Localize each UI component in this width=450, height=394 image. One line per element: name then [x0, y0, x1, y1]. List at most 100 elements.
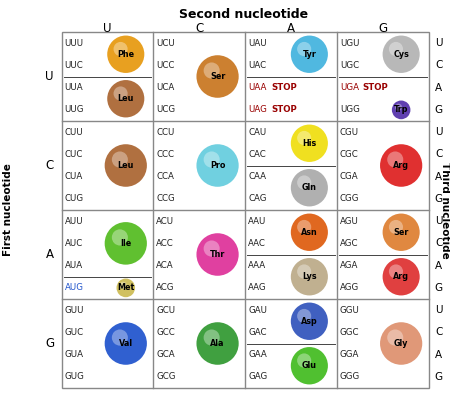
Circle shape — [291, 347, 328, 385]
Circle shape — [382, 35, 420, 73]
Text: Lys: Lys — [302, 272, 317, 281]
Circle shape — [382, 258, 420, 296]
Text: GUA: GUA — [64, 350, 84, 359]
Text: GGC: GGC — [340, 328, 360, 337]
Circle shape — [112, 151, 128, 167]
Text: AUU: AUU — [64, 217, 83, 226]
Text: GCA: GCA — [156, 350, 175, 359]
Text: AUC: AUC — [64, 239, 83, 248]
Circle shape — [117, 279, 135, 297]
Text: Gln: Gln — [302, 183, 317, 192]
Circle shape — [113, 42, 128, 56]
Text: CAU: CAU — [248, 128, 266, 137]
Text: Ser: Ser — [393, 228, 409, 237]
Circle shape — [197, 322, 239, 365]
Text: CGC: CGC — [340, 150, 359, 159]
Text: AAU: AAU — [248, 217, 266, 226]
Circle shape — [297, 353, 311, 368]
Circle shape — [297, 264, 311, 279]
Circle shape — [291, 214, 328, 251]
Text: CCG: CCG — [156, 194, 175, 203]
Text: ACU: ACU — [156, 217, 175, 226]
Text: G: G — [45, 337, 54, 350]
Text: G: G — [435, 283, 443, 293]
Text: GAG: GAG — [248, 372, 267, 381]
Circle shape — [112, 329, 128, 346]
Text: CGG: CGG — [340, 194, 360, 203]
Text: ACC: ACC — [156, 239, 174, 248]
Text: UCG: UCG — [156, 105, 176, 114]
Text: GAA: GAA — [248, 350, 267, 359]
Circle shape — [197, 233, 239, 276]
Circle shape — [395, 104, 402, 111]
Circle shape — [297, 175, 311, 190]
Text: G: G — [435, 194, 443, 204]
Text: CUA: CUA — [64, 172, 83, 181]
Circle shape — [297, 309, 311, 323]
Text: Pro: Pro — [210, 161, 225, 170]
Circle shape — [107, 35, 144, 73]
Text: AAG: AAG — [248, 283, 267, 292]
Text: ACA: ACA — [156, 261, 174, 270]
Text: GUC: GUC — [64, 328, 84, 337]
Text: Third nucleotide: Third nucleotide — [440, 162, 450, 258]
Circle shape — [291, 125, 328, 162]
Text: U: U — [103, 22, 112, 35]
Text: UAG: UAG — [248, 105, 267, 114]
Text: GAC: GAC — [248, 328, 266, 337]
Text: CAA: CAA — [248, 172, 266, 181]
Text: G: G — [435, 372, 443, 382]
Circle shape — [389, 42, 403, 56]
Text: AUA: AUA — [64, 261, 83, 270]
Text: Ala: Ala — [210, 339, 225, 348]
Text: CCU: CCU — [156, 128, 175, 137]
Text: UGG: UGG — [340, 105, 360, 114]
Text: Arg: Arg — [393, 161, 409, 170]
Text: UCU: UCU — [156, 39, 175, 48]
Text: A: A — [435, 172, 442, 182]
Text: G: G — [378, 22, 387, 35]
Text: Second nucleotide: Second nucleotide — [179, 8, 308, 21]
Text: GGG: GGG — [340, 372, 360, 381]
Text: Gly: Gly — [394, 339, 409, 348]
Text: UUG: UUG — [64, 105, 84, 114]
Text: UUU: UUU — [64, 39, 84, 48]
Text: U: U — [435, 305, 442, 315]
Text: GCC: GCC — [156, 328, 175, 337]
Text: GGU: GGU — [340, 306, 360, 315]
Text: UCA: UCA — [156, 83, 175, 92]
Text: U: U — [435, 216, 442, 226]
Text: Arg: Arg — [393, 272, 409, 281]
Circle shape — [297, 42, 311, 56]
Text: AGC: AGC — [340, 239, 358, 248]
Circle shape — [380, 144, 422, 187]
Text: Asp: Asp — [301, 317, 318, 326]
Text: STOP: STOP — [271, 105, 297, 114]
Circle shape — [105, 322, 147, 365]
Circle shape — [291, 35, 328, 73]
Text: G: G — [435, 105, 443, 115]
Text: C: C — [195, 22, 203, 35]
Text: Val: Val — [119, 339, 133, 348]
Circle shape — [105, 144, 147, 187]
Text: Trp: Trp — [394, 105, 409, 114]
Circle shape — [297, 220, 311, 234]
Circle shape — [112, 229, 128, 245]
Text: UUC: UUC — [64, 61, 83, 70]
Circle shape — [204, 240, 220, 256]
Text: C: C — [435, 238, 442, 248]
Circle shape — [389, 264, 403, 279]
Text: GUU: GUU — [64, 306, 84, 315]
Circle shape — [380, 322, 422, 365]
Circle shape — [197, 144, 239, 187]
Circle shape — [389, 220, 403, 234]
Circle shape — [120, 282, 127, 289]
Text: UAU: UAU — [248, 39, 267, 48]
Text: UGU: UGU — [340, 39, 360, 48]
Text: AGG: AGG — [340, 283, 359, 292]
Text: UGC: UGC — [340, 61, 359, 70]
Text: U: U — [435, 127, 442, 137]
Text: UCC: UCC — [156, 61, 175, 70]
Text: A: A — [45, 248, 54, 261]
Circle shape — [291, 303, 328, 340]
